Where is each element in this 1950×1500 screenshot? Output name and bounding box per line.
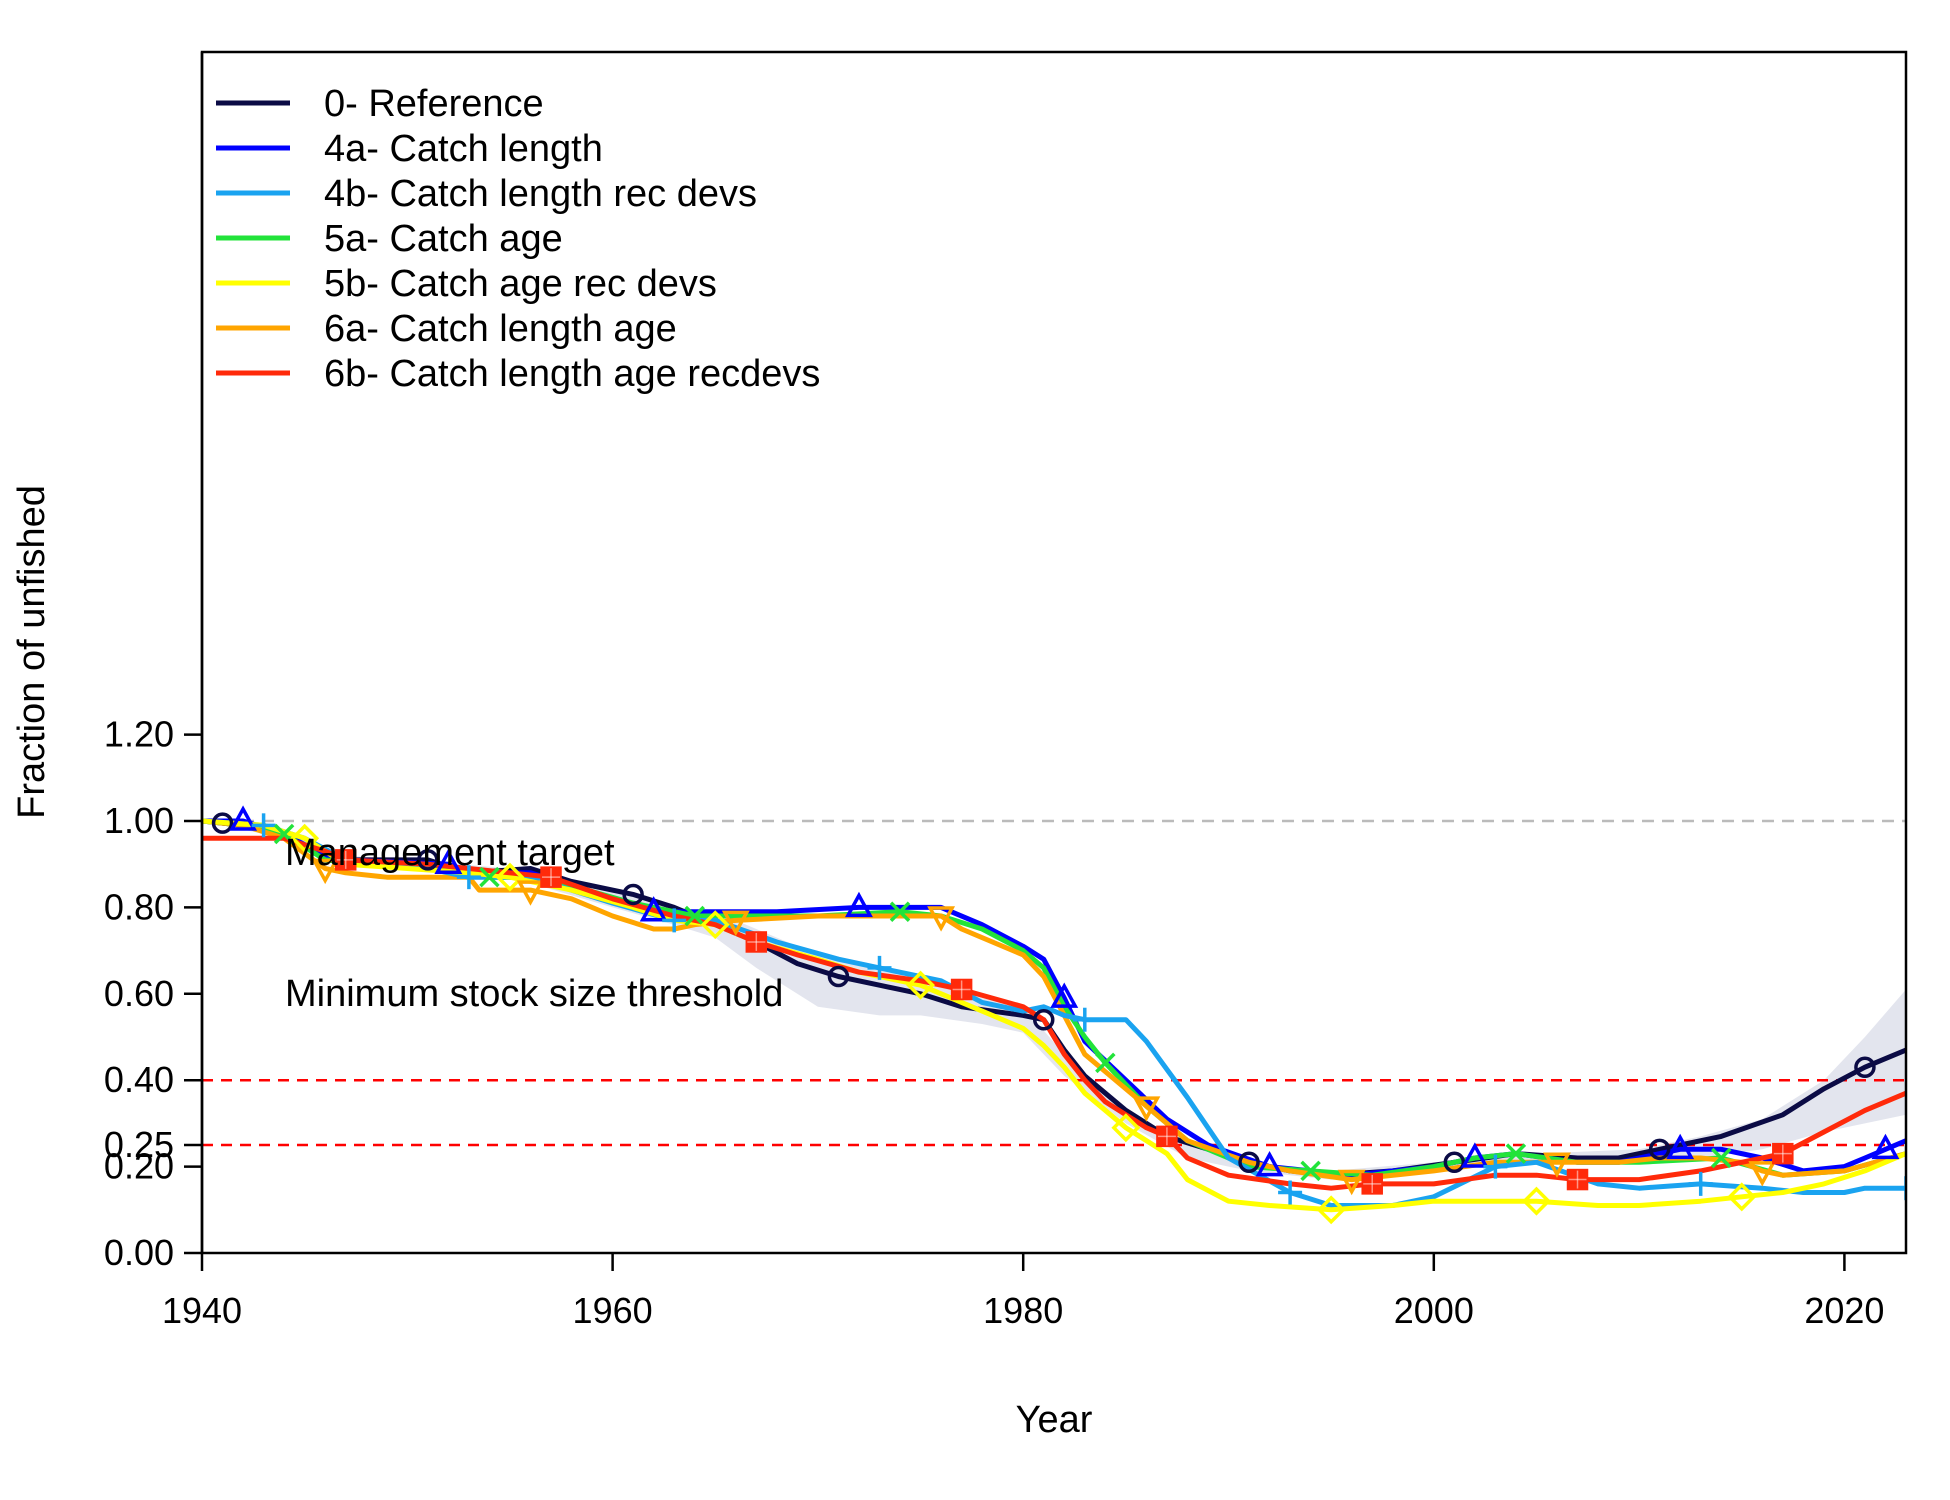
y-tick-label-6: 1.00	[104, 800, 174, 841]
series-marker-2-2	[662, 908, 687, 933]
series-marker-2-0	[251, 813, 276, 838]
series-marker-4-0	[290, 823, 320, 853]
y-tick-label-7: 1.20	[104, 714, 174, 755]
series-marker-5-6	[1543, 1152, 1571, 1178]
x-tick-label-2: 1980	[983, 1290, 1063, 1331]
series-marker-1-4	[1050, 982, 1079, 1008]
x-axis-title: Year	[1016, 1399, 1093, 1441]
series-marker-6-7	[1772, 1142, 1794, 1165]
series-marker-6-3	[950, 978, 973, 1001]
series-marker-5-0	[311, 858, 340, 885]
series-marker-3-3	[889, 901, 911, 922]
series-marker-2-3	[867, 955, 892, 980]
uncertainty-band	[202, 821, 1906, 1180]
y-axis-title: Fraction of unfished	[11, 485, 53, 819]
series-marker-6-6	[1566, 1168, 1589, 1191]
series-marker-3-2	[684, 905, 705, 927]
series-marker-0-5	[1238, 1151, 1260, 1174]
series-marker-6-5	[1361, 1173, 1383, 1195]
series-marker-5-1	[516, 880, 545, 906]
legend-label-6: 6b- Catch length age recdevs	[324, 353, 820, 395]
series-marker-2-5	[1278, 1180, 1303, 1205]
series-marker-1-0	[229, 805, 258, 831]
series-marker-4-4	[1111, 1113, 1141, 1143]
series-marker-2-4	[1072, 1007, 1097, 1032]
legend-label-1: 4a- Catch length	[324, 128, 603, 170]
series-marker-5-2	[721, 910, 750, 936]
y-tick-label-4: 0.60	[104, 973, 174, 1014]
series-marker-4-6	[1521, 1186, 1551, 1216]
series-line-4	[202, 818, 1906, 1213]
legend-label-5: 6a- Catch length age	[324, 308, 677, 350]
series-marker-3-1	[479, 866, 500, 888]
series-marker-6-0	[334, 849, 357, 871]
series-marker-3-7	[1710, 1147, 1732, 1169]
series-marker-0-8	[1854, 1056, 1876, 1078]
series-marker-1-1	[434, 848, 463, 874]
series-marker-2-1	[456, 865, 481, 890]
series-marker-0-1	[417, 849, 439, 871]
series-marker-1-8	[1871, 1133, 1900, 1160]
axes: 0.00 0.200.25 0.40 0.60 0.80 1.00 1.20 1940 1960…	[104, 52, 1884, 1331]
series-marker-0-2	[622, 883, 644, 906]
legend-label-0: 0- Reference	[324, 83, 544, 125]
series-marker-3-6	[1505, 1143, 1527, 1164]
series-marker-4-7	[1727, 1182, 1757, 1212]
series-marker-6-2	[745, 931, 768, 953]
y-tick-label-5: 0.80	[104, 886, 174, 927]
series-marker-3-4	[1095, 1052, 1116, 1074]
y-tick-label-3: 0.40	[104, 1059, 174, 1100]
series-marker-1-2	[639, 896, 668, 922]
series-marker-1-3	[845, 891, 873, 918]
legend-label-4: 5b- Catch age rec devs	[324, 263, 717, 305]
series-marker-6-1	[540, 866, 562, 888]
series-marker-5-3	[927, 906, 956, 932]
y-tick-label-1: 0.20	[104, 1146, 174, 1187]
series-marker-0-7	[1648, 1138, 1671, 1161]
series-marker-0-6	[1443, 1151, 1466, 1174]
series-marker-3-0	[273, 823, 295, 845]
series-marker-4-5	[1316, 1195, 1346, 1225]
series-marker-2-7	[1688, 1171, 1713, 1196]
series-marker-0-4	[1032, 1008, 1055, 1031]
series-marker-5-4	[1132, 1096, 1161, 1122]
plot-area	[202, 805, 1906, 1225]
x-tick-label-3: 2000	[1394, 1290, 1474, 1331]
series-marker-3-5	[1300, 1160, 1321, 1182]
series-line-5	[202, 818, 1906, 1183]
x-tick-label-4: 2020	[1804, 1290, 1884, 1331]
series-marker-1-7	[1666, 1133, 1695, 1160]
series-marker-4-2	[700, 910, 730, 940]
series-marker-0-0	[211, 812, 234, 834]
x-tick-label-1: 1960	[573, 1290, 653, 1331]
annotation-management-target: Management target	[285, 832, 615, 874]
y-tick-label-0: 0.00	[104, 1232, 174, 1273]
legend-label-2: 4b- Catch length rec devs	[324, 173, 757, 215]
series-marker-5-5	[1337, 1169, 1366, 1196]
x-tick-label-0: 1940	[162, 1290, 242, 1331]
series-marker-4-1	[495, 862, 525, 892]
series-marker-5-7	[1748, 1161, 1777, 1187]
series-marker-6-4	[1156, 1125, 1178, 1148]
annotation-minimum-stock-size-threshold: Minimum stock size threshold	[285, 973, 783, 1015]
series-marker-1-6	[1460, 1142, 1489, 1168]
series-marker-0-3	[827, 965, 850, 988]
series-marker-2-6	[1483, 1154, 1508, 1179]
series-marker-4-3	[906, 970, 936, 1000]
y-tick-label-2: 0.25	[104, 1124, 174, 1165]
series-marker-2-8	[1894, 1176, 1906, 1201]
legend-label-3: 5a- Catch age	[324, 218, 563, 260]
series-marker-1-5	[1255, 1150, 1284, 1177]
